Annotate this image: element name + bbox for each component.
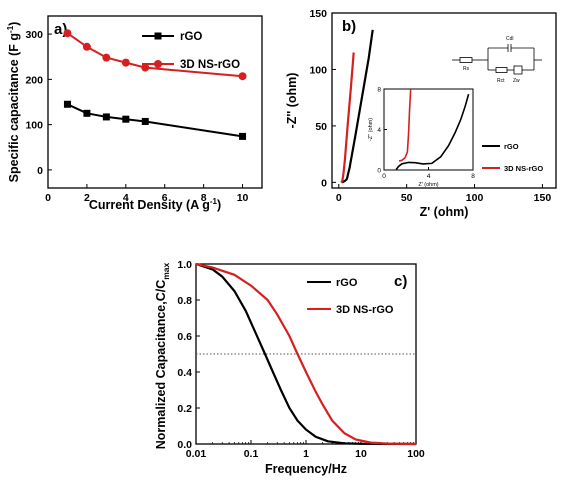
data-point bbox=[122, 115, 130, 123]
inset-x-axis-label: Z' (ohm) bbox=[418, 182, 438, 188]
x-axis-label-sup: -1 bbox=[210, 197, 218, 206]
inset-x-tick-label: 8 bbox=[471, 173, 475, 180]
inset-frame bbox=[383, 88, 474, 171]
equivalent-circuit bbox=[452, 44, 542, 75]
x-tick-label: 100 bbox=[466, 192, 484, 204]
data-point bbox=[82, 42, 91, 51]
data-point bbox=[141, 117, 149, 125]
x-axis-label: Z' (ohm) bbox=[420, 205, 469, 219]
x-tick-label: 150 bbox=[534, 192, 552, 204]
legend-label: rGO bbox=[504, 142, 519, 151]
circuit-label-rs: Rs bbox=[463, 66, 470, 72]
inset-series-line bbox=[395, 93, 470, 170]
x-tick-label: 50 bbox=[401, 192, 413, 204]
x-tick-label: 1 bbox=[303, 448, 309, 460]
inset-x-tick-label: 4 bbox=[427, 173, 431, 180]
y-axis-label-sup: -1 bbox=[6, 25, 15, 33]
y-axis-label-text: Specific capacitance (F g bbox=[7, 33, 21, 182]
x-tick-label: 2 bbox=[84, 192, 90, 204]
legend-label: rGO bbox=[336, 277, 358, 289]
y-tick-label: 150 bbox=[309, 8, 327, 20]
inset-y-axis-label: -Z'' (ohm) bbox=[368, 118, 374, 141]
x-tick-label: 100 bbox=[407, 448, 425, 460]
legend-marker bbox=[154, 32, 162, 40]
y-tick-label: 1.0 bbox=[177, 259, 192, 271]
series-line bbox=[195, 262, 417, 446]
legend-label: 3D NS-rGO bbox=[336, 304, 394, 316]
data-point bbox=[141, 63, 150, 72]
circuit-label-zw: Zw bbox=[513, 78, 520, 84]
series-line bbox=[340, 52, 355, 184]
y-tick-label: 100 bbox=[309, 64, 327, 76]
x-axis-label-text: Current Density (A g bbox=[89, 198, 210, 212]
series-line bbox=[341, 29, 374, 184]
y-tick-label: 300 bbox=[25, 29, 43, 41]
x-tick-label: 0.01 bbox=[186, 448, 207, 460]
y-tick-label: 0.2 bbox=[177, 403, 192, 415]
x-tick-label: 0.1 bbox=[244, 448, 259, 460]
y-tick-label: 0 bbox=[37, 165, 43, 177]
x-axis-label: Frequency/Hz bbox=[265, 462, 347, 476]
y-tick-label: 0 bbox=[321, 177, 327, 189]
plot-frame bbox=[331, 12, 557, 189]
x-axis-label-end: ) bbox=[217, 198, 221, 212]
x-tick-label: 8 bbox=[201, 192, 207, 204]
x-tick-label: 10 bbox=[355, 448, 367, 460]
data-point bbox=[121, 58, 130, 67]
y-tick-label: 0.4 bbox=[177, 367, 192, 379]
circuit-resistor-rs bbox=[459, 57, 473, 63]
panel-c: 0.01 0.1 1 10 100 0.0 0.2 0.4 0.6 0.8 1.0 Frequency… bbox=[154, 259, 425, 476]
legend-label: 3D NS-rGO bbox=[504, 164, 543, 173]
y-axis-label: Specific capacitance (F g-1) bbox=[6, 22, 21, 183]
panel-label: b) bbox=[342, 18, 356, 35]
circuit-label-cdl: Cdl bbox=[506, 36, 514, 42]
panel-b: 0 50 100 150 0 50 100 150 Z' (ohm) -Z'' (ohm) b) 0 4… bbox=[285, 8, 557, 219]
circuit-warburg bbox=[513, 65, 523, 75]
inset-chart: 0 4 8 0 4 8 Z' (ohm) -Z'' (ohm) bbox=[368, 87, 475, 189]
legend-label: 3D NS-rGO bbox=[180, 59, 240, 71]
circuit-label-rct: Rct bbox=[497, 78, 505, 84]
x-axis-label: Current Density (A g-1) bbox=[89, 197, 221, 212]
data-point bbox=[238, 72, 247, 81]
x-tick-label: 4 bbox=[123, 192, 129, 204]
y-axis-label: -Z'' (ohm) bbox=[285, 73, 299, 129]
data-point bbox=[102, 113, 110, 121]
inset-y-tick-label: 8 bbox=[377, 87, 381, 94]
series-line bbox=[67, 103, 243, 138]
y-axis-label-end: ) bbox=[7, 22, 21, 26]
y-tick-label: 100 bbox=[25, 120, 43, 132]
legend-marker bbox=[154, 60, 162, 68]
inset-y-tick-label: 0 bbox=[377, 168, 381, 175]
y-axis-label-sub: max bbox=[161, 262, 171, 279]
x-tick-label: 0 bbox=[336, 192, 342, 204]
y-tick-label: 0.0 bbox=[177, 439, 192, 451]
inset-x-tick-label: 0 bbox=[382, 173, 386, 180]
x-tick-label: 0 bbox=[45, 192, 51, 204]
y-tick-label: 50 bbox=[315, 121, 327, 133]
inset-y-tick-label: 4 bbox=[377, 127, 381, 134]
data-point bbox=[83, 109, 91, 117]
x-tick-label: 10 bbox=[237, 192, 249, 204]
series-line bbox=[195, 262, 417, 446]
y-tick-label: 200 bbox=[25, 74, 43, 86]
y-tick-label: 0.6 bbox=[177, 331, 192, 343]
x-tick-label: 6 bbox=[162, 192, 168, 204]
y-axis-label-text: Normalized Capacitance,C/C bbox=[154, 280, 168, 450]
y-axis-label: Normalized Capacitance,C/Cmax bbox=[154, 262, 171, 449]
plot-frame bbox=[47, 15, 263, 189]
data-point bbox=[102, 53, 111, 62]
y-tick-label: 0.8 bbox=[177, 295, 192, 307]
data-point bbox=[63, 29, 72, 38]
data-point bbox=[239, 132, 247, 140]
panel-label: c) bbox=[394, 273, 407, 290]
data-point bbox=[63, 100, 71, 108]
inset-series-line bbox=[398, 88, 412, 162]
circuit-resistor-rct bbox=[495, 67, 508, 73]
legend-label: rGO bbox=[180, 31, 202, 43]
